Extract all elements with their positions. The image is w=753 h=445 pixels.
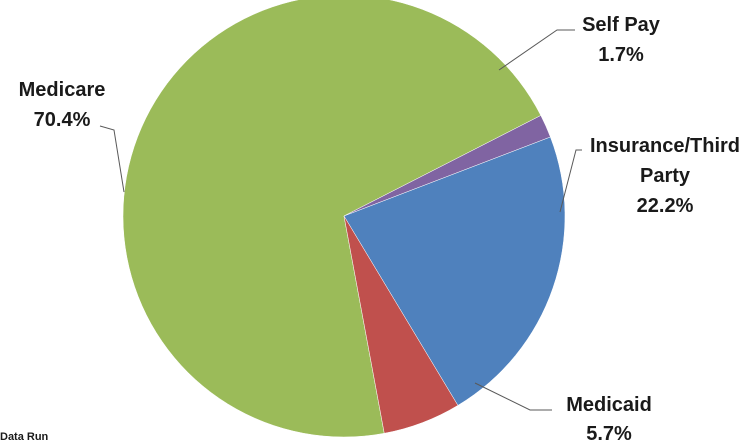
data-label-medicaid-value: 5.7% <box>586 423 632 445</box>
leader-line-medicaid <box>474 382 552 411</box>
leader-line-medicare <box>99 125 125 193</box>
data-label-insurance-name-1: Insurance/Third <box>590 135 740 157</box>
data-label-medicaid-name: Medicaid <box>566 394 652 416</box>
data-label-self-pay-name: Self Pay <box>582 14 661 36</box>
data-label-insurance-name-2: Party <box>640 165 691 187</box>
leader-lines <box>99 29 582 411</box>
pie-slice-insurance <box>343 136 566 406</box>
data-label-self-pay-value: 1.7% <box>598 44 644 66</box>
data-label-self-pay: Self Pay 1.7% <box>582 14 661 66</box>
leader-line-insurance <box>559 149 582 213</box>
data-label-insurance-value: 22.2% <box>637 195 694 217</box>
data-label-medicare-value: 70.4% <box>34 109 91 131</box>
data-label-medicare: Medicare 70.4% <box>19 79 106 131</box>
footnote-text: Data Run <box>0 431 49 443</box>
data-label-insurance: Insurance/Third Party 22.2% <box>590 135 740 217</box>
pie-slices <box>122 0 566 438</box>
leader-line-self-pay <box>498 29 575 71</box>
pie-slice-medicare <box>122 0 542 438</box>
data-label-medicare-name: Medicare <box>19 79 106 101</box>
pie-slice-medicaid <box>343 215 459 434</box>
data-label-medicaid: Medicaid 5.7% <box>566 394 652 445</box>
